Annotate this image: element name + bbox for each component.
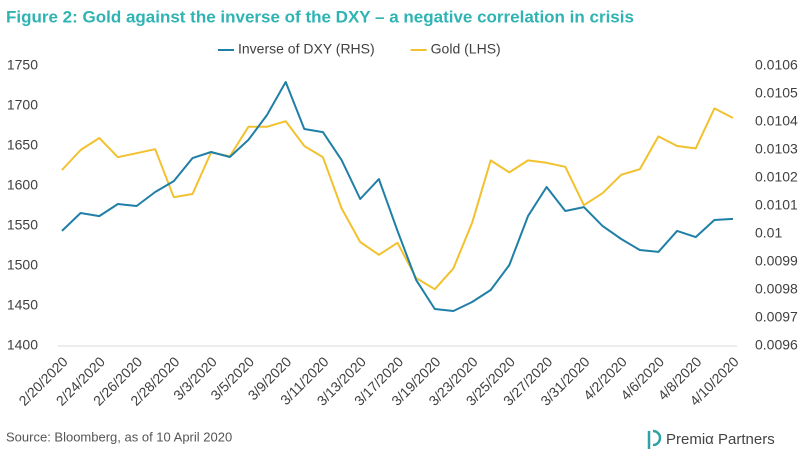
source: Source: Bloomberg, as of 10 April 2020: [6, 429, 232, 444]
y2-tick-label: 0.0096: [755, 337, 798, 353]
legend-label: Gold (LHS): [431, 41, 501, 57]
y2-tick-label: 0.0106: [755, 57, 798, 73]
logo: Premiα Partners: [666, 431, 775, 448]
y-tick-label: 1550: [7, 217, 38, 233]
logo-icon: [647, 429, 662, 449]
legend-label: Inverse of DXY (RHS): [238, 41, 375, 57]
y2-tick-label: 0.0099: [755, 253, 798, 269]
series-line: [61, 107, 734, 291]
series-line: [61, 81, 734, 312]
chart-title: Figure 2: Gold against the inverse of th…: [6, 7, 634, 26]
y-tick-label: 1650: [7, 137, 38, 153]
y-tick-label: 1750: [7, 57, 38, 73]
y-tick-label: 1500: [7, 257, 38, 273]
y-tick-label: 1600: [7, 177, 38, 193]
y2-tick-label: 0.0103: [755, 141, 798, 157]
y-tick-label: 1400: [7, 337, 38, 353]
y-tick-label: 1700: [7, 97, 38, 113]
y2-tick-label: 0.01: [755, 225, 782, 241]
y2-tick-label: 0.0101: [755, 197, 798, 213]
y2-tick-label: 0.0102: [755, 169, 798, 185]
y-tick-label: 1450: [7, 297, 38, 313]
y2-tick-label: 0.0098: [755, 281, 798, 297]
y2-tick-label: 0.0097: [755, 309, 798, 325]
y2-tick-label: 0.0105: [755, 85, 798, 101]
y2-tick-label: 0.0104: [755, 113, 798, 129]
